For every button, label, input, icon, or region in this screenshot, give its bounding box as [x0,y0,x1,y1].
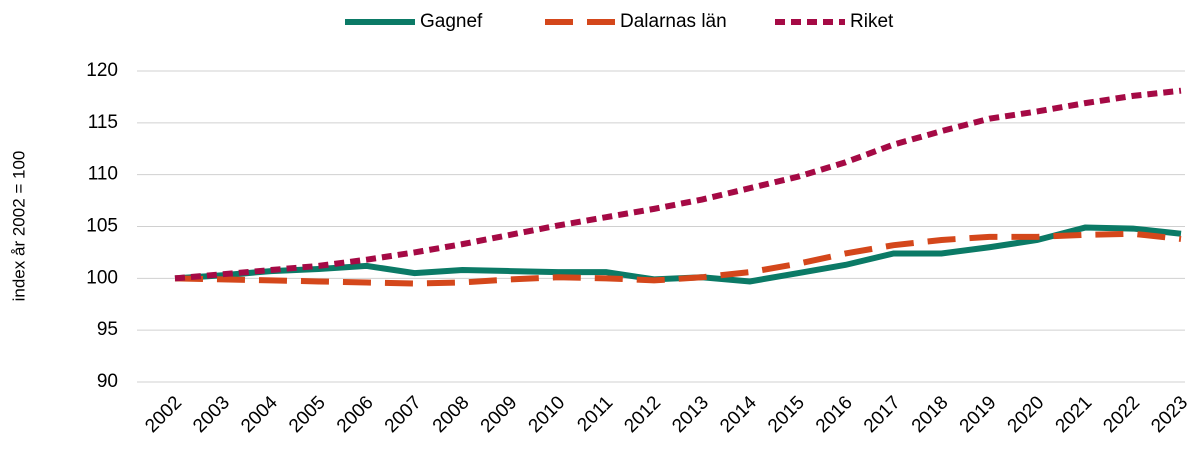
legend-label: Dalarnas län [620,11,727,32]
x-tick-label: 2013 [668,392,713,437]
x-tick-label: 2019 [956,392,1001,437]
x-tick-label: 2006 [333,392,378,437]
x-tick-label: 2005 [285,392,330,437]
legend-label: Riket [850,11,894,32]
y-axis-label: index år 2002 = 100 [9,151,28,302]
y-tick-label: 95 [97,319,118,340]
y-tick-label: 115 [88,112,118,133]
legend-label: Gagnef [420,11,483,32]
x-tick-label: 2022 [1099,392,1144,437]
x-tick-label: 2020 [1004,392,1049,437]
x-tick-label: 2021 [1052,392,1097,437]
x-tick-label: 2012 [620,392,665,437]
y-tick-label: 120 [86,60,118,81]
x-tick-label: 2004 [237,392,282,437]
x-tick-label: 2007 [381,392,426,437]
x-tick-label: 2009 [477,392,522,437]
x-tick-label: 2015 [764,392,809,437]
x-tick-label: 2014 [716,392,761,437]
y-tick-label: 110 [88,164,118,185]
x-tick-label: 2008 [429,392,474,437]
x-tick-label: 2023 [1147,392,1192,437]
x-tick-label: 2011 [573,392,617,436]
y-tick-label: 105 [86,216,118,237]
y-tick-label: 100 [86,267,118,288]
x-tick-label: 2010 [525,392,570,437]
x-tick-label: 2002 [141,392,186,437]
line-series [174,224,1182,285]
y-tick-label: 90 [97,371,118,392]
x-tick-label: 2018 [908,392,953,437]
line-series [174,230,1182,287]
x-tick-label: 2016 [812,392,857,437]
line-series [174,87,1182,282]
x-tick-label: 2003 [189,392,234,437]
x-tick-label: 2017 [860,392,905,437]
